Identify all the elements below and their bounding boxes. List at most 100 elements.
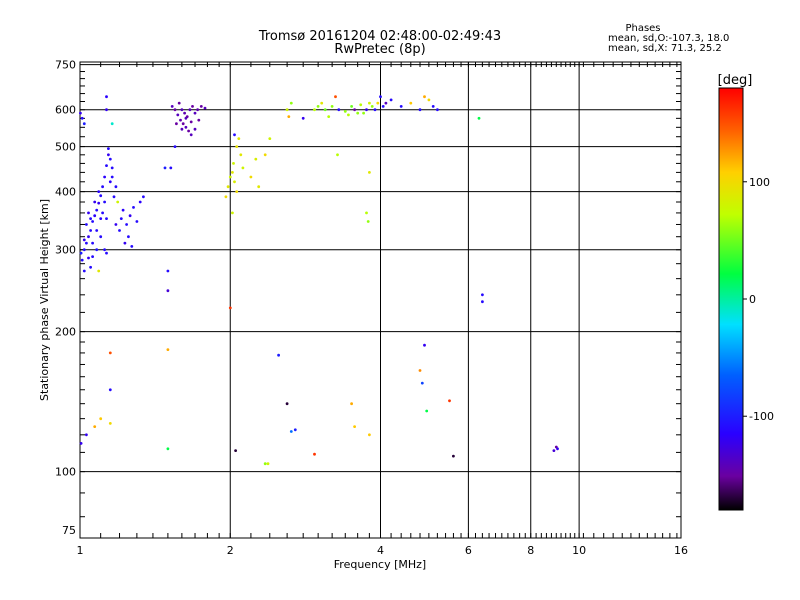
data-point [381,105,385,108]
data-point [105,164,108,168]
data-point [418,369,422,372]
data-point [389,98,393,102]
data-point [228,175,232,179]
data-point [409,101,413,105]
data-point [87,211,90,215]
data-point [85,241,88,245]
data-point [237,137,241,141]
y-tick-label: 75 [62,524,76,537]
data-point [359,103,363,107]
data-point [365,211,368,215]
data-point [121,208,125,212]
x-tick-label: 4 [377,544,384,557]
data-point [103,248,106,252]
data-point [103,175,106,179]
data-point [196,108,200,112]
data-point [362,111,365,115]
data-point [289,101,293,105]
data-point [376,101,380,105]
data-point [142,195,145,199]
data-point [323,108,327,112]
data-point [91,220,94,223]
data-point [180,127,184,131]
x-tick-label: 8 [527,544,534,557]
data-point [188,108,192,112]
data-point [116,200,120,204]
data-point [368,101,371,105]
data-point [350,105,353,108]
data-point [110,122,114,126]
data-point [423,95,426,99]
data-point [184,125,188,129]
data-point [97,190,101,194]
x-tick-label: 2 [227,544,234,557]
data-point [316,105,320,108]
colorbar-tick-label: 100 [749,176,770,189]
data-point [123,241,127,245]
data-point [232,162,235,165]
y-axis-label: Stationary phase Virtual Height [km] [38,199,51,401]
data-point [95,248,99,252]
data-point [313,108,316,112]
data-point [108,351,112,355]
data-point [231,211,234,215]
x-tick-label: 6 [465,544,472,557]
data-point [481,293,484,297]
data-point [425,409,429,413]
data-point [370,105,374,108]
data-point [176,113,180,117]
data-point [365,108,368,112]
data-point [197,118,201,122]
data-point [180,108,184,112]
data-point [87,256,90,260]
data-point [114,223,118,226]
data-point [233,180,236,184]
data-point [239,153,243,157]
data-point [103,200,106,204]
stats-header: Phases [625,23,660,34]
data-point [257,185,261,189]
x-tick-label: 1 [77,544,84,557]
data-point [99,417,103,421]
data-point [105,217,108,221]
grid [80,62,681,538]
data-point [263,462,267,466]
chart-title: Tromsø 20161204 02:48:00-02:49:43 [258,29,501,44]
data-point [320,101,324,105]
data-point [399,105,403,108]
y-tick-label: 500 [55,141,76,154]
data-point [266,462,270,466]
data-point [114,185,118,189]
y-tick-label: 300 [55,244,76,257]
data-point [79,111,82,115]
data-point [187,129,191,133]
data-point [101,185,104,189]
data-point [436,108,439,112]
stats-line-o: mean, sd,O:-107.3, 18.0 [608,33,729,44]
data-point [110,166,114,170]
data-point [228,306,232,310]
data-point [481,300,484,304]
data-point [427,98,431,102]
data-point [87,235,90,239]
data-point [95,229,99,232]
data-point [193,127,197,131]
data-point [226,185,230,189]
data-point [418,108,422,112]
y-tick-label: 400 [55,186,76,199]
data-point [82,122,86,126]
data-point [166,269,170,273]
y-tick-label: 750 [55,59,76,72]
data-point [108,422,112,425]
data-point [184,116,188,120]
x-tick-labels: 1 2 4 6 8 10 16 [77,544,689,557]
data-point [80,258,84,262]
data-point [285,108,289,112]
data-point [89,229,92,232]
data-point [293,428,297,432]
axis-ticks [80,62,681,538]
data-point [80,116,84,120]
data-points [79,95,559,466]
data-point [384,101,388,105]
